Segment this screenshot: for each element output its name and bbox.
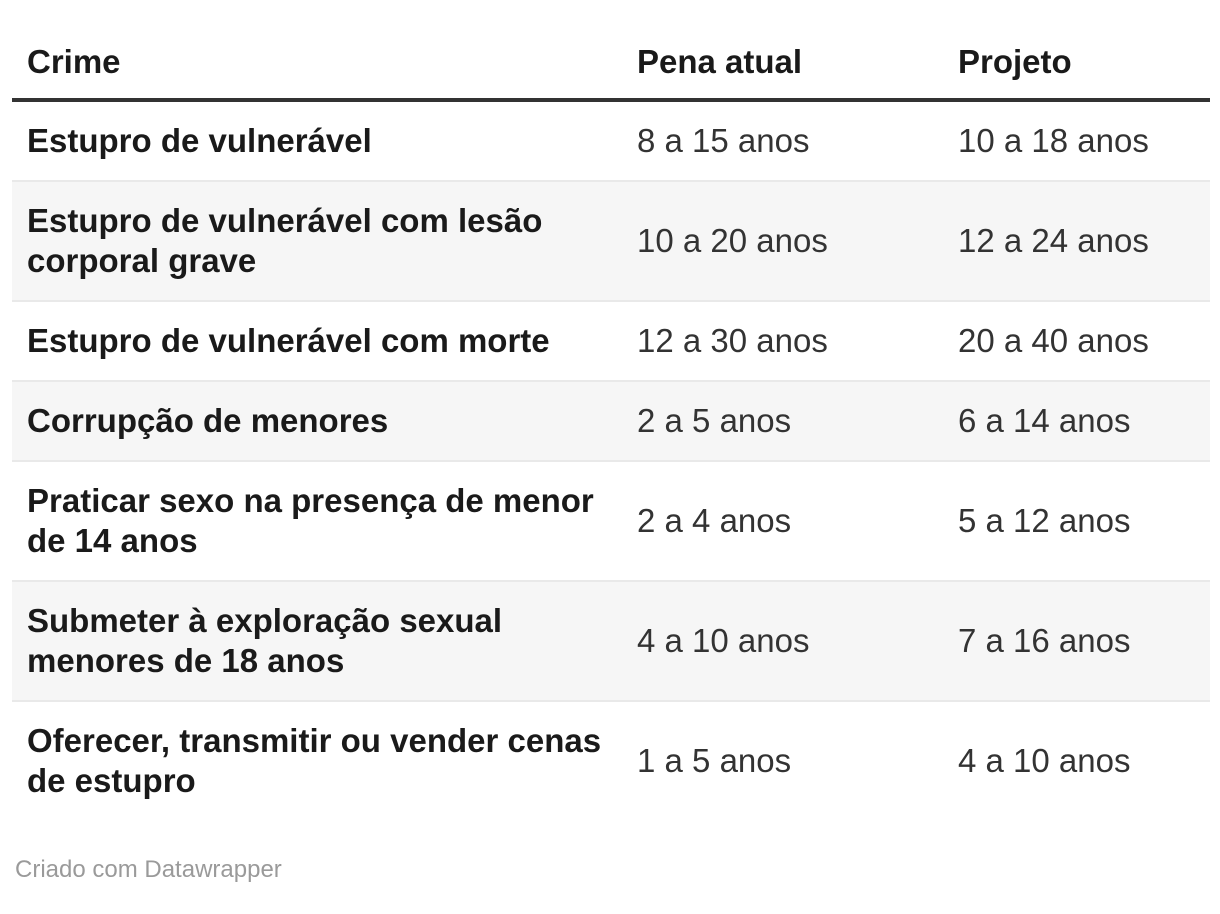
pena-atual-cell: 1 a 5 anos [637, 742, 792, 779]
projeto-cell: 20 a 40 anos [958, 322, 1149, 359]
table-row: Corrupção de menores 2 a 5 anos 6 a 14 a… [12, 381, 1210, 461]
table-body: Estupro de vulnerável 8 a 15 anos 10 a 1… [12, 100, 1210, 820]
projeto-cell: 7 a 16 anos [958, 622, 1131, 659]
datawrapper-attribution-link[interactable]: Criado com Datawrapper [15, 856, 282, 883]
crime-cell: Oferecer, transmitir ou vender cenas de … [27, 722, 602, 799]
pena-atual-cell: 2 a 4 anos [637, 502, 792, 539]
table-row: Estupro de vulnerável 8 a 15 anos 10 a 1… [12, 100, 1210, 181]
projeto-cell: 6 a 14 anos [958, 402, 1131, 439]
projeto-cell: 4 a 10 anos [958, 742, 1131, 779]
projeto-cell: 10 a 18 anos [958, 122, 1149, 159]
column-header-crime: Crime [27, 43, 121, 80]
table-row: Oferecer, transmitir ou vender cenas de … [12, 701, 1210, 820]
header-row: Crime Pena atual Projeto [12, 26, 1210, 100]
crime-cell: Estupro de vulnerável com morte [27, 322, 550, 359]
crime-cell: Praticar sexo na presença de menor de 14… [27, 482, 594, 559]
table-row: Estupro de vulnerável com morte 12 a 30 … [12, 301, 1210, 381]
table-row: Submeter à exploração sexual menores de … [12, 581, 1210, 701]
pena-atual-cell: 10 a 20 anos [637, 222, 828, 259]
projeto-cell: 12 a 24 anos [958, 222, 1149, 259]
crime-cell: Estupro de vulnerável com lesão corporal… [27, 202, 543, 279]
column-header-projeto: Projeto [958, 43, 1072, 80]
pena-atual-cell: 2 a 5 anos [637, 402, 792, 439]
table-row: Praticar sexo na presença de menor de 14… [12, 461, 1210, 581]
table-header: Crime Pena atual Projeto [12, 26, 1210, 100]
pena-atual-cell: 12 a 30 anos [637, 322, 828, 359]
crime-cell: Estupro de vulnerável [27, 122, 372, 159]
pena-atual-cell: 4 a 10 anos [637, 622, 810, 659]
crime-cell: Corrupção de menores [27, 402, 389, 439]
penalties-table: Crime Pena atual Projeto Estupro de vuln… [12, 26, 1210, 820]
pena-atual-cell: 8 a 15 anos [637, 122, 810, 159]
column-header-pena-atual: Pena atual [637, 43, 803, 80]
table-row: Estupro de vulnerável com lesão corporal… [12, 181, 1210, 301]
crime-cell: Submeter à exploração sexual menores de … [27, 602, 503, 679]
projeto-cell: 5 a 12 anos [958, 502, 1131, 539]
